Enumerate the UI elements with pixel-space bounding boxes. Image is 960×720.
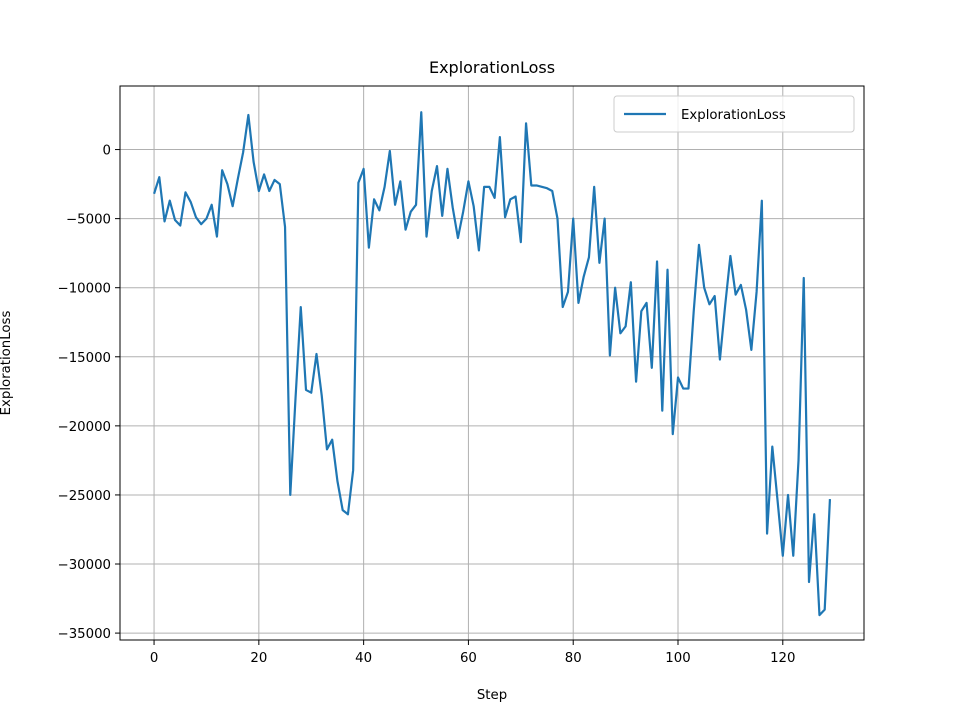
- y-axis-label: ExplorationLoss: [0, 311, 14, 416]
- y-tick-label: −35000: [58, 627, 111, 642]
- x-tick-label: 80: [565, 651, 582, 666]
- chart-title: ExplorationLoss: [429, 58, 555, 77]
- y-tick-label: 0: [103, 144, 111, 159]
- x-tick-label: 0: [150, 651, 158, 666]
- y-tick-label: −5000: [66, 213, 111, 228]
- x-tick-label: 120: [770, 651, 795, 666]
- legend-label: ExplorationLoss: [681, 108, 786, 123]
- y-tick-label: −10000: [58, 282, 111, 297]
- x-ticks: 0 20 40 60 80 100 120: [150, 640, 795, 666]
- y-tick-label: −30000: [58, 558, 111, 573]
- y-ticks: 0 −5000 −10000 −15000 −20000 −25000 −30000 −350…: [58, 144, 120, 642]
- legend: ExplorationLoss: [613, 95, 855, 133]
- plot-frame: [119, 85, 865, 641]
- x-tick-label: 100: [665, 651, 690, 666]
- x-axis-label: Step: [477, 688, 507, 703]
- legend-box: [613, 95, 855, 133]
- series-line: [153, 111, 832, 617]
- x-tick-label: 60: [460, 651, 477, 666]
- x-tick-label: 40: [355, 651, 372, 666]
- x-tick-label: 20: [250, 651, 267, 666]
- grid-lines: [120, 86, 864, 640]
- y-tick-label: −20000: [58, 420, 111, 435]
- y-tick-label: −25000: [58, 489, 111, 504]
- y-tick-label: −15000: [58, 351, 111, 366]
